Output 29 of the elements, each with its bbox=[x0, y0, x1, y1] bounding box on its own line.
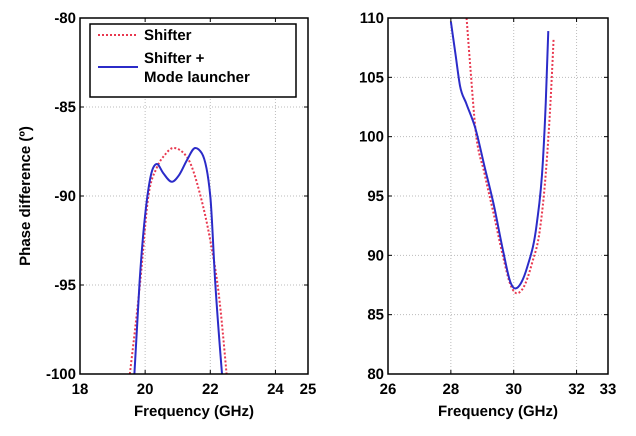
x-tick-label: 26 bbox=[380, 381, 396, 398]
legend-label: Shifter bbox=[144, 27, 192, 44]
x-tick-label: 28 bbox=[442, 381, 460, 398]
x-axis-title: Frequency (GHz) bbox=[438, 403, 558, 420]
x-axis-title: Frequency (GHz) bbox=[134, 403, 254, 420]
y-tick-label: -95 bbox=[54, 277, 76, 294]
legend-label: Shifter + Mode launcher bbox=[144, 50, 250, 86]
y-tick-label: 90 bbox=[367, 247, 384, 264]
x-tick-label: 30 bbox=[505, 381, 522, 398]
y-tick-label: -80 bbox=[54, 10, 76, 27]
y-tick-label: 110 bbox=[360, 10, 384, 27]
x-tick-label: 20 bbox=[136, 381, 154, 398]
y-tick-label: -90 bbox=[54, 188, 76, 205]
y-tick-label: 95 bbox=[367, 188, 384, 205]
x-tick-label: 24 bbox=[267, 381, 284, 398]
y-tick-label: 85 bbox=[367, 306, 384, 324]
x-tick-label: 18 bbox=[72, 381, 88, 398]
x-tick-label: 22 bbox=[202, 381, 219, 398]
line-series bbox=[466, 18, 555, 294]
y-tick-label: -85 bbox=[54, 99, 76, 116]
y-tick-label: 100 bbox=[358, 128, 384, 146]
y-tick-label: -100 bbox=[46, 366, 76, 383]
y-tick-label: 80 bbox=[367, 366, 384, 383]
x-tick-label: 25 bbox=[300, 381, 316, 398]
y-tick-label: 105 bbox=[358, 69, 384, 86]
y-axis-title: Phase difference (º) bbox=[17, 126, 34, 266]
line-series bbox=[450, 20, 550, 290]
x-tick-label: 33 bbox=[600, 381, 616, 398]
x-tick-label: 32 bbox=[568, 381, 585, 398]
